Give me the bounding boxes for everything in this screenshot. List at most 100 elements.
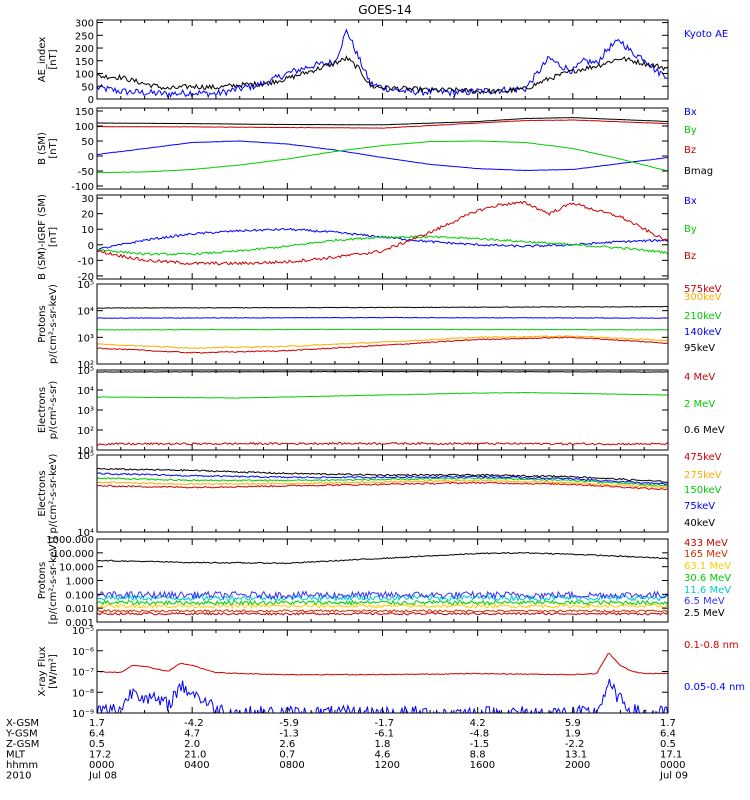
y-axis-label: [p/(cm²-s-sr-keV)] (48, 537, 59, 625)
legend-label: 63.1 MeV (684, 561, 731, 572)
series-protons-0 (97, 336, 668, 354)
y-axis-label: Electrons (37, 470, 48, 516)
footer-value: -4.2 (184, 718, 204, 729)
footer-value: 1600 (470, 760, 495, 771)
y-tick-label: 0.100 (65, 590, 94, 601)
footer-value: 0400 (184, 760, 209, 771)
series-protons_mev-5 (97, 590, 668, 601)
series-electrons_kev-0 (97, 481, 668, 491)
y-axis-label: B (SM)-IGRF (SM) (37, 194, 48, 280)
series-bigrf-1 (97, 235, 668, 256)
series-ae-0 (97, 28, 668, 99)
y-axis-label: [nT] (48, 49, 59, 69)
y-tick-label: 10⁴ (77, 386, 94, 397)
y-axis-label: Protons (37, 305, 48, 342)
y-tick-label: 10.000 (59, 563, 94, 574)
series-bigrf-0 (97, 227, 668, 251)
series-protons_mev-4 (97, 593, 668, 602)
legend-label: 0.1-0.8 nm (684, 640, 739, 651)
footer-value: -2.2 (565, 739, 585, 750)
footer-row-label: Z-GSM (6, 739, 39, 750)
footer-value: 0000 (660, 760, 685, 771)
panel-protons_mev: 0.001 0.010 0.100 1.000 10.000 100.000 1000.00… (37, 535, 731, 629)
series-bsm-3 (97, 116, 668, 126)
y-tick-label: 10⁻⁸ (72, 688, 94, 699)
legend-label: Themis AE (683, 0, 737, 3)
legend-label: 95keV (684, 343, 715, 354)
series-protons-1 (97, 335, 668, 349)
panel-bsm: -100 -50 0 50 100 150 B (SM) [nT] Bx By Bz Bmag (37, 107, 713, 193)
legend-label: By (684, 125, 697, 136)
legend-label: 300keV (684, 292, 722, 303)
footer-row-label: hhmm (6, 760, 38, 771)
series-xray-1 (97, 678, 668, 713)
y-tick-label: 0 (88, 95, 94, 106)
y-tick-label: 100 (75, 70, 94, 81)
y-axis-label: [nT] (48, 138, 59, 158)
y-tick-label: 10⁴ (77, 307, 94, 318)
footer-value: Jul 08 (88, 771, 117, 782)
y-tick-label: 50 (81, 137, 94, 148)
y-axis-label: B (SM) (37, 132, 48, 165)
panel-electrons_kev: 10⁴ 10⁵ Electrons p/(cm²-s-sr-keV) 475keV 275… (37, 451, 722, 539)
legend-label: 75keV (684, 501, 715, 512)
footer-row-label: X-GSM (6, 718, 39, 729)
y-tick-label: 250 (75, 31, 94, 42)
panel-xray: 10⁻⁹ 10⁻⁸ 10⁻⁷ 10⁻⁶ 10⁻⁵ X-ray Flux [W/m²] 0.1-… (37, 626, 745, 720)
figure-title: GOES-14 (358, 3, 412, 17)
legend-label: 2 MeV (684, 399, 715, 410)
y-tick-label: 150 (75, 57, 94, 68)
footer-row-label: Y-GSM (5, 729, 38, 740)
y-axis-label: p/(cm²-s-sr) (48, 381, 59, 440)
footer-value: 17.1 (660, 750, 682, 761)
footer-value: 0.7 (279, 750, 295, 761)
legend-label: 30.6 MeV (684, 573, 731, 584)
y-tick-label: -50 (78, 167, 94, 178)
footer-value: 13.1 (565, 750, 587, 761)
footer-value: -6.1 (375, 729, 395, 740)
panel-electrons_mev: 10¹ 10² 10³ 10⁴ 10⁵ Electrons p/(cm²-s-sr) 4 Me… (37, 366, 725, 457)
y-tick-label: 150 (75, 107, 94, 118)
series-protons_mev-1 (97, 609, 668, 613)
y-tick-label: 0.001 (65, 618, 94, 629)
y-tick-label: 10⁵ (77, 366, 94, 377)
footer-value: 0000 (89, 760, 114, 771)
footer-value: -1.5 (470, 739, 490, 750)
y-axis-label: [W/m²] (48, 654, 59, 689)
legend-label: 150keV (684, 485, 722, 496)
series-bsm-2 (97, 119, 668, 129)
legend-label: Bx (684, 196, 697, 207)
series-electrons_kev-3 (97, 472, 668, 486)
y-tick-label: 10² (77, 426, 94, 437)
panel-frame (96, 454, 669, 533)
footer-value: -1.7 (375, 718, 395, 729)
y-tick-label: 10³ (77, 333, 94, 344)
legend-label: 0.6 MeV (684, 425, 725, 436)
series-electrons_kev-1 (97, 479, 668, 489)
footer-value: 0.5 (660, 739, 676, 750)
legend-label: 433 MeV (684, 538, 728, 549)
y-tick-label: -10 (78, 256, 94, 267)
series-electrons_kev-4 (97, 467, 668, 483)
y-axis-label: p/(cm²-s-sr-keV) (48, 453, 59, 533)
footer-value: Jul 09 (659, 771, 688, 782)
footer-value: 6.4 (660, 729, 676, 740)
series-protons_mev-6 (97, 551, 668, 565)
legend-label: Bz (684, 145, 696, 156)
y-axis-label: X-ray Flux (37, 646, 48, 696)
legend-label: By (684, 224, 697, 235)
footer-value: 1200 (375, 760, 400, 771)
y-tick-label: 10⁴ (77, 528, 94, 539)
panel-frame (96, 629, 669, 714)
series-protons-3 (97, 316, 668, 319)
series-bsm-0 (97, 140, 668, 172)
series-protons_mev-2 (97, 603, 668, 609)
y-tick-label: 20 (81, 210, 94, 221)
series-ae-1 (97, 55, 668, 95)
footer-value: 4.7 (184, 729, 200, 740)
y-tick-label: 200 (75, 44, 94, 55)
y-tick-label: 1.000 (65, 577, 94, 588)
y-tick-label: 10³ (77, 406, 94, 417)
y-tick-label: 0 (88, 241, 94, 252)
series-xray-0 (97, 652, 668, 676)
